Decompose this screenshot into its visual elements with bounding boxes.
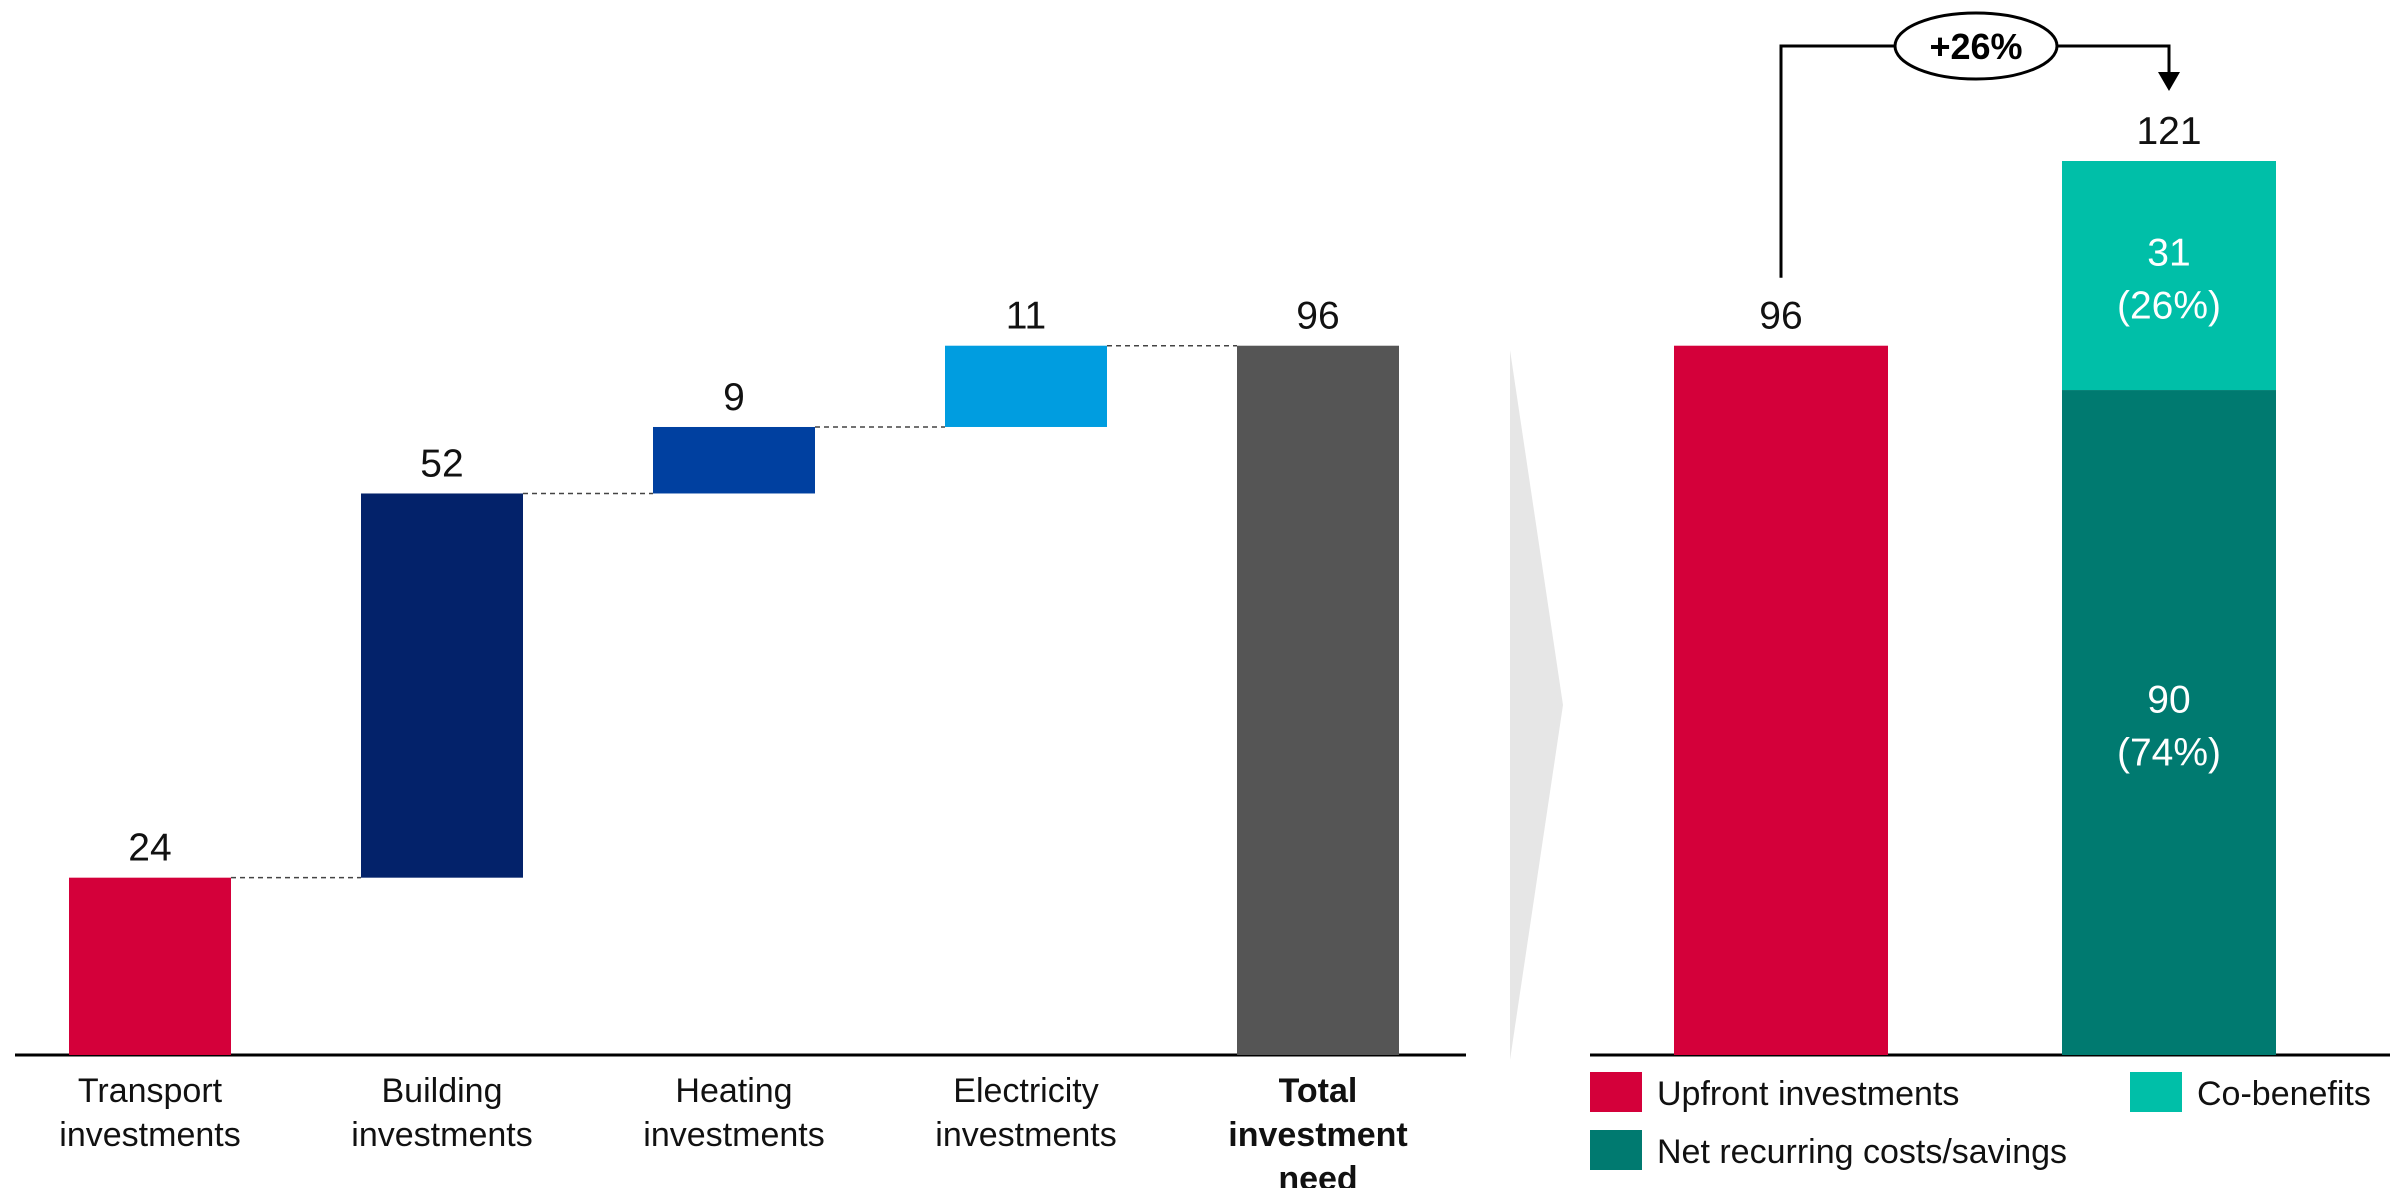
growth-annotation-oval: [1893, 11, 2059, 81]
waterfall-category-label: Total investment need: [1228, 1072, 1408, 1188]
stacked-total-label: 121: [2136, 110, 2201, 153]
segment-value-label: 31 (26%): [2117, 232, 2221, 328]
waterfall-value-label: 24: [128, 827, 171, 870]
waterfall-bar: [69, 877, 231, 1055]
stacked-segment: [1674, 345, 1888, 1055]
stacked-segment: [2062, 390, 2276, 1055]
waterfall-category-label: Heating investments: [643, 1072, 824, 1154]
waterfall-bar: [361, 493, 523, 878]
legend-swatch: [2130, 1072, 2182, 1112]
transition-arrow: [1510, 350, 1563, 1060]
legend-swatch: [1590, 1072, 1642, 1112]
stacked-segment: [2062, 161, 2276, 391]
waterfall-chart: 24 Transport investments 52 Building investme…: [59, 295, 1407, 1188]
waterfall-category-label: Transport investments: [59, 1072, 240, 1154]
legend-swatch: [1590, 1130, 1642, 1170]
legend-label: Net recurring costs/savings: [1657, 1133, 2067, 1171]
growth-bracket-right: [2058, 44, 2171, 76]
stacked-chart: 96 90 (74%) 31 (26%) 121 +26% Upfront investmen…: [1590, 11, 2371, 1171]
waterfall-value-label: 52: [420, 442, 463, 485]
waterfall-category-label: Building investments: [351, 1072, 532, 1154]
growth-annotation-label: +26%: [1929, 26, 2022, 67]
legend-label: Co-benefits: [2197, 1075, 2371, 1113]
legend-item: Co-benefits: [2130, 1072, 2371, 1113]
growth-bracket-left: [1779, 44, 1895, 278]
waterfall-value-label: 11: [1006, 295, 1047, 338]
legend-item: Upfront investments: [1590, 1072, 1959, 1113]
legend-label: Upfront investments: [1657, 1075, 1959, 1113]
waterfall-bar: [1237, 345, 1399, 1055]
waterfall-bar: [653, 426, 815, 494]
growth-arrowhead: [2158, 72, 2180, 91]
segment-value-label: 90 (74%): [2117, 679, 2221, 775]
legend-item: Net recurring costs/savings: [1590, 1130, 2067, 1171]
stacked-total-label: 96: [1759, 295, 1802, 338]
waterfall-category-label: Electricity investments: [935, 1072, 1116, 1154]
waterfall-value-label: 9: [723, 376, 745, 419]
waterfall-bar: [945, 345, 1107, 427]
waterfall-value-label: 96: [1296, 295, 1339, 338]
